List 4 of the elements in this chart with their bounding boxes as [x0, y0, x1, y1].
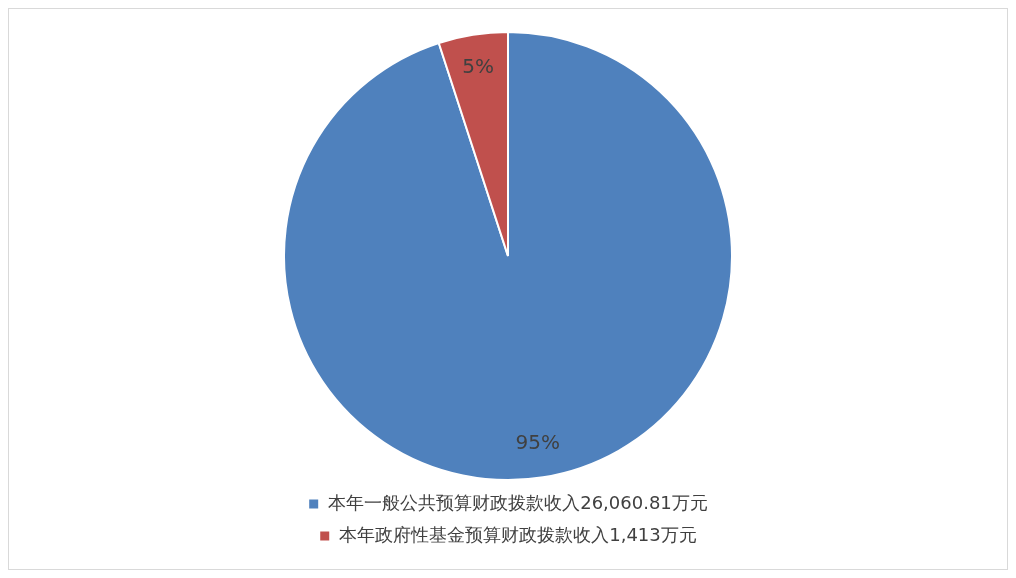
data-label: 95% — [515, 430, 561, 455]
legend-label: 本年一般公共预算财政拨款收入26,060.81万元 — [328, 491, 708, 513]
legend-label: 本年政府性基金预算财政拨款收入1,413万元 — [339, 523, 697, 545]
data-label: 5% — [462, 54, 495, 79]
